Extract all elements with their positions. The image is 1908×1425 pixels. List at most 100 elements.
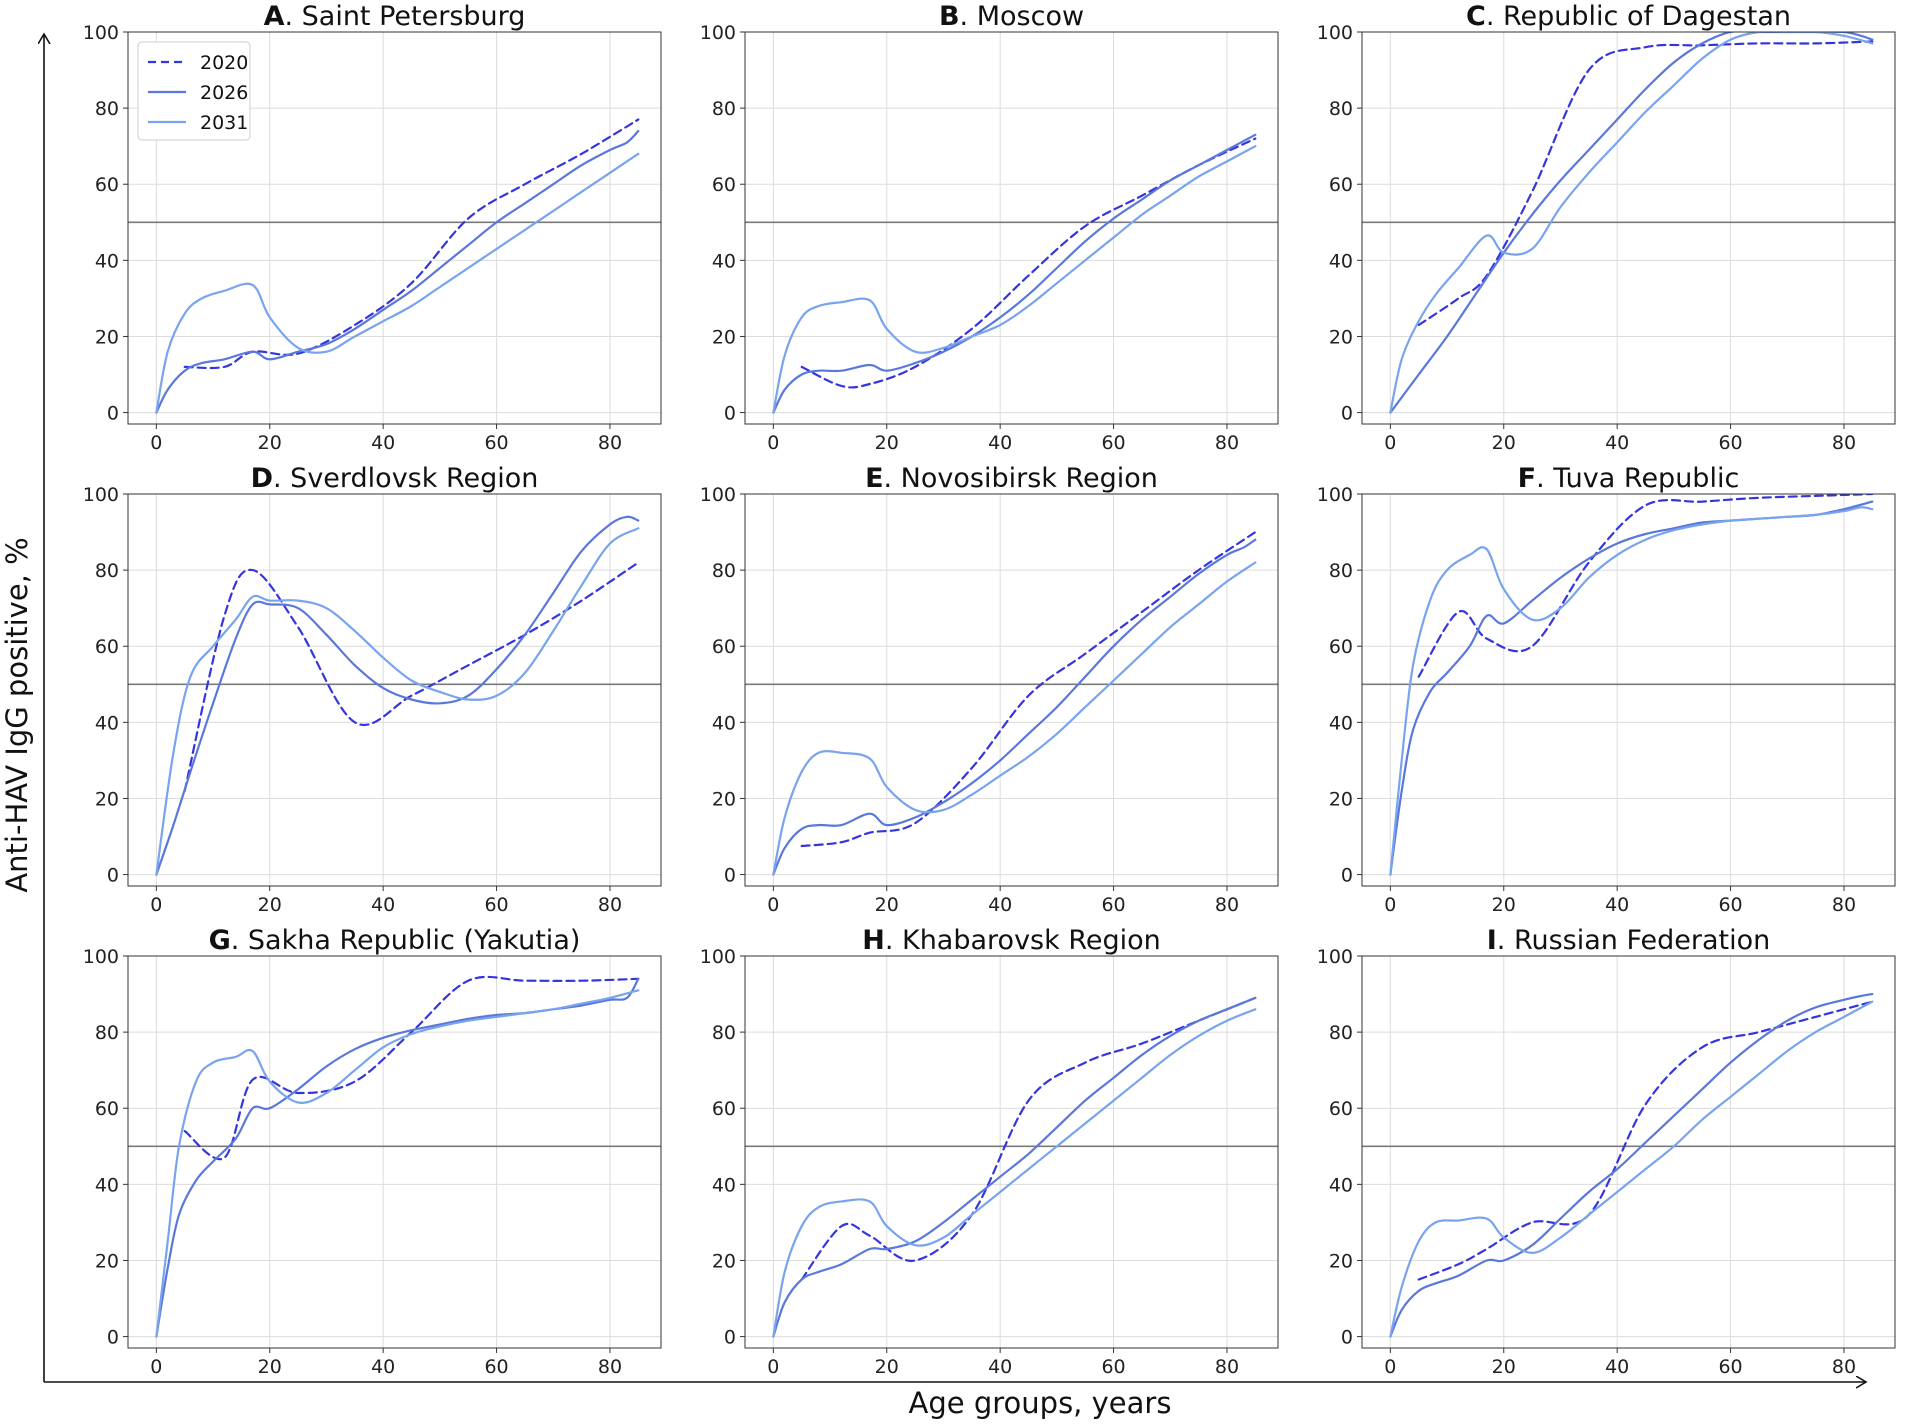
y-tick-label: 20 [95, 326, 119, 348]
y-tick-label: 20 [712, 1250, 736, 1272]
series-line-2031 [772, 561, 1257, 876]
series-line-2031 [155, 527, 640, 876]
series-line-2020 [183, 118, 640, 370]
x-tick-label: 0 [1384, 1356, 1396, 1378]
series-group [1389, 494, 1874, 876]
y-tick-label: 100 [700, 22, 736, 44]
y-tick-label: 0 [724, 865, 736, 887]
x-tick-label: 20 [258, 1356, 282, 1378]
x-tick-label: 80 [1215, 894, 1239, 916]
series-line-2026 [772, 133, 1257, 414]
y-tick-label: 40 [712, 250, 736, 272]
panel-letter: D [251, 463, 273, 494]
x-tick-label: 80 [598, 894, 622, 916]
series-line-2031 [772, 145, 1257, 414]
series-group [1389, 32, 1874, 414]
y-tick-label: 40 [1329, 250, 1353, 272]
panel-title: C. Republic of Dagestan [1466, 1, 1791, 32]
x-tick-label: 0 [150, 894, 162, 916]
x-tick-label: 20 [1492, 894, 1516, 916]
y-tick-label: 40 [95, 250, 119, 272]
y-axis-label: Anti-HAV IgG positive, % [0, 537, 34, 892]
series-line-2020 [1417, 1000, 1874, 1281]
y-tick-label: 40 [95, 1174, 119, 1196]
series-group [155, 118, 640, 414]
y-tick-label: 80 [95, 98, 119, 120]
panel-title: H. Khabarovsk Region [862, 925, 1161, 956]
panel-d: 0 20 40 60 80 0 20 40 60 80 100 D. Sverdlovsk Regio… [83, 463, 662, 916]
panel-name: . Russian Federation [1497, 925, 1770, 956]
y-tick-label: 100 [83, 484, 119, 506]
y-tick-label: 100 [83, 22, 119, 44]
x-tick-label: 0 [767, 432, 779, 454]
plot-frame [744, 955, 1279, 1349]
series-line-2020 [800, 531, 1257, 848]
x-tick-label: 20 [1492, 432, 1516, 454]
series-line-2026 [772, 538, 1257, 876]
y-tick-label: 0 [107, 1327, 119, 1349]
y-tick-label: 20 [95, 788, 119, 810]
x-tick-label: 60 [484, 1356, 508, 1378]
panel-grid: 0 20 40 60 80 0 20 40 60 80 100 A. Saint Petersburg… [83, 1, 1896, 1378]
x-tick-label: 60 [1718, 1356, 1742, 1378]
legend-label-2026: 2026 [200, 82, 248, 104]
series-line-2031 [1389, 1000, 1874, 1338]
y-tick-label: 80 [712, 560, 736, 582]
x-tick-label: 40 [371, 1356, 395, 1378]
series-line-2026 [155, 129, 640, 414]
y-tick-label: 60 [95, 1098, 119, 1120]
y-tick-label: 80 [712, 1022, 736, 1044]
y-tick-label: 100 [83, 946, 119, 968]
y-tick-label: 40 [1329, 712, 1353, 734]
x-tick-label: 80 [1832, 894, 1856, 916]
series-group [772, 133, 1257, 414]
x-tick-label: 40 [1605, 1356, 1629, 1378]
y-tick-label: 60 [712, 174, 736, 196]
series-line-2031 [155, 989, 640, 1338]
x-tick-label: 40 [371, 432, 395, 454]
panel-f: 0 20 40 60 80 0 20 40 60 80 100 F. Tuva Republic [1317, 463, 1896, 916]
legend-label-2031: 2031 [200, 112, 248, 134]
y-tick-label: 60 [712, 1098, 736, 1120]
y-tick-label: 0 [1341, 865, 1353, 887]
y-tick-label: 80 [95, 560, 119, 582]
series-group [155, 975, 640, 1338]
series-group [772, 531, 1257, 876]
x-tick-label: 80 [1832, 1356, 1856, 1378]
y-tick-label: 80 [95, 1022, 119, 1044]
y-tick-label: 100 [700, 946, 736, 968]
x-tick-label: 60 [1101, 1356, 1125, 1378]
panel-name: . Khabarovsk Region [885, 925, 1161, 956]
y-tick-label: 20 [712, 326, 736, 348]
panel-letter: C [1466, 1, 1486, 32]
panel-name: . Moscow [960, 1, 1085, 32]
panel-c: 0 20 40 60 80 0 20 40 60 80 100 C. Republic of Dage… [1317, 1, 1896, 454]
series-line-2031 [155, 152, 640, 414]
series-group [772, 996, 1257, 1338]
x-tick-label: 60 [1101, 894, 1125, 916]
y-tick-label: 0 [1341, 1327, 1353, 1349]
y-tick-label: 100 [1317, 946, 1353, 968]
x-tick-label: 40 [988, 894, 1012, 916]
y-tick-label: 60 [1329, 174, 1353, 196]
x-tick-label: 0 [767, 1356, 779, 1378]
x-tick-label: 60 [1718, 894, 1742, 916]
series-line-2026 [772, 996, 1257, 1338]
series-line-2020 [1417, 494, 1874, 678]
panel-letter: H [862, 925, 885, 956]
x-tick-label: 40 [988, 1356, 1012, 1378]
x-tick-label: 60 [1718, 432, 1742, 454]
x-tick-label: 40 [371, 894, 395, 916]
x-tick-label: 40 [1605, 894, 1629, 916]
panel-e: 0 20 40 60 80 0 20 40 60 80 100 E. Novosibirsk Regi… [700, 463, 1279, 916]
x-tick-label: 0 [150, 432, 162, 454]
panel-h: 0 20 40 60 80 0 20 40 60 80 100 H. Khabarovsk Regio… [700, 925, 1279, 1378]
panel-g: 0 20 40 60 80 0 20 40 60 80 100 G. Sakha Republic (… [83, 925, 662, 1378]
panel-letter: E [865, 463, 883, 494]
panel-title: G. Sakha Republic (Yakutia) [209, 925, 581, 956]
panel-name: . Saint Petersburg [284, 1, 525, 32]
series-line-2020 [800, 137, 1257, 389]
y-tick-label: 100 [1317, 22, 1353, 44]
x-tick-label: 20 [875, 1356, 899, 1378]
